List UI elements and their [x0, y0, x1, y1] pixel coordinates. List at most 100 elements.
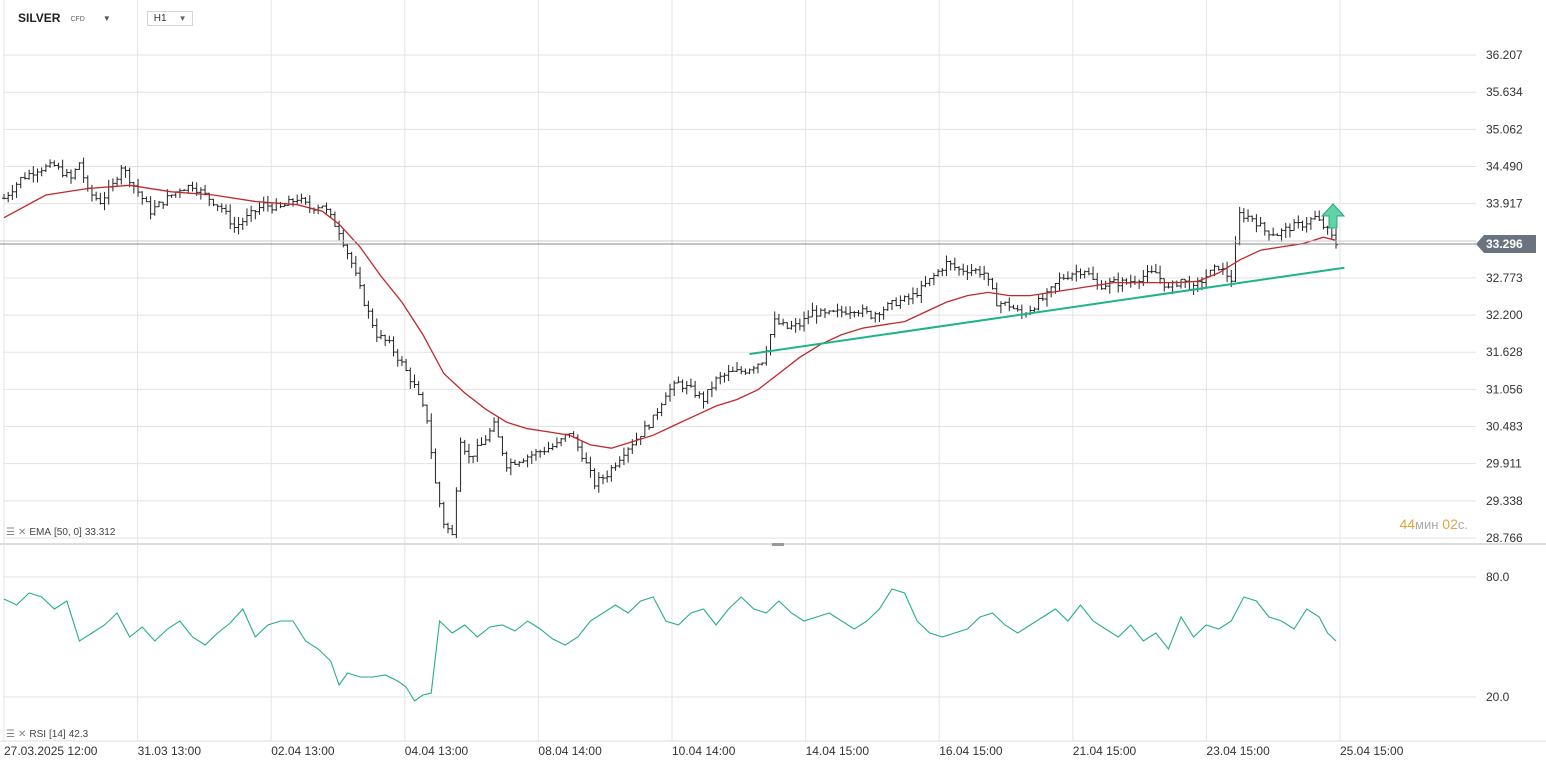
- candle: [890, 299, 894, 310]
- candle: [1124, 278, 1129, 285]
- candle: [722, 372, 727, 383]
- candle: [18, 176, 23, 189]
- candle: [387, 335, 392, 344]
- candle: [642, 420, 647, 437]
- candle: [1107, 277, 1112, 294]
- candle: [864, 305, 869, 314]
- candle: [412, 374, 417, 389]
- candle: [257, 202, 262, 215]
- menu-icon[interactable]: ☰: [6, 729, 15, 740]
- candle: [940, 267, 945, 277]
- candle: [827, 310, 832, 315]
- candle: [324, 202, 329, 214]
- candle: [73, 168, 78, 180]
- candle: [776, 314, 781, 325]
- candle: [10, 184, 15, 200]
- time-axis: 27.03.2025 12:00 31.03 13:00 02.04 13:00 04…: [4, 744, 1404, 758]
- price-tick-label: 36.207: [1486, 48, 1523, 62]
- candle: [647, 424, 652, 430]
- menu-icon[interactable]: ☰: [6, 527, 15, 538]
- candle: [1141, 269, 1146, 286]
- candle: [1250, 215, 1255, 223]
- symbol-name[interactable]: SILVER: [18, 11, 61, 25]
- candle: [1271, 227, 1276, 237]
- candle: [747, 368, 752, 375]
- price-tick-label: 30.483: [1486, 420, 1523, 434]
- candle: [835, 303, 840, 318]
- ema-name: EMA: [29, 527, 52, 538]
- candle: [446, 522, 450, 534]
- candle: [274, 198, 279, 212]
- ema-legend: ☰ ✕ EMA [50, 0] 33.312: [6, 527, 115, 538]
- candle: [14, 182, 19, 198]
- candle: [433, 448, 438, 484]
- candle: [1011, 304, 1016, 310]
- candle: [952, 257, 957, 271]
- candle: [27, 169, 32, 180]
- candle: [651, 414, 656, 429]
- close-icon[interactable]: ✕: [17, 527, 27, 538]
- candle: [1225, 261, 1230, 283]
- candle: [186, 184, 191, 194]
- candle: [358, 266, 363, 289]
- candle: [739, 366, 744, 375]
- candle: [391, 336, 396, 357]
- rsi-tick-label: 20.0: [1486, 690, 1510, 704]
- candle: [437, 481, 442, 508]
- candle: [320, 205, 325, 209]
- candle: [697, 391, 702, 399]
- candle: [140, 191, 145, 205]
- candle: [680, 379, 685, 393]
- candle: [529, 450, 534, 464]
- candle: [1120, 277, 1125, 292]
- candle: [219, 203, 224, 213]
- ema-params: [50, 0]: [54, 527, 82, 538]
- rsi-last: 42.3: [68, 729, 89, 740]
- candle: [885, 301, 890, 311]
- candle: [726, 365, 731, 382]
- candle-timer: 44мин 02с.: [1399, 516, 1468, 532]
- candle: [592, 468, 597, 489]
- candle: [1070, 272, 1075, 281]
- candle: [404, 358, 409, 372]
- candle: [366, 300, 371, 319]
- price-tick-label: 28.766: [1486, 531, 1523, 545]
- candle: [1044, 288, 1049, 307]
- candle: [550, 443, 555, 451]
- candle: [575, 434, 580, 452]
- candle: [94, 191, 99, 201]
- candle: [730, 366, 735, 373]
- rsi-line: [3, 588, 1337, 702]
- timeframe-value: H1: [153, 12, 167, 24]
- candle: [869, 310, 874, 320]
- candle: [525, 454, 530, 468]
- time-tick-label: 27.03.2025 12:00: [4, 744, 98, 758]
- timeframe-select[interactable]: H1 ▼: [146, 10, 194, 26]
- candle: [1158, 265, 1163, 284]
- candle: [169, 194, 174, 198]
- candle: [676, 376, 681, 384]
- candle: [814, 305, 819, 324]
- candle: [35, 168, 40, 183]
- candle: [60, 159, 65, 178]
- close-icon[interactable]: ✕: [17, 729, 27, 740]
- symbol-dropdown-icon[interactable]: ▼: [102, 13, 111, 23]
- candle: [48, 159, 53, 168]
- candle: [43, 163, 48, 172]
- candle: [856, 310, 861, 317]
- candle: [500, 436, 505, 456]
- rsi-legend: ☰ ✕ RSI [14] 42.3: [6, 729, 88, 740]
- candle: [580, 440, 585, 462]
- trendline[interactable]: [749, 266, 1345, 356]
- candle: [362, 284, 367, 307]
- candle: [542, 446, 547, 456]
- candle: [429, 413, 434, 459]
- candle: [450, 524, 455, 536]
- candle: [1003, 301, 1008, 306]
- candle: [843, 306, 848, 316]
- candle: [1086, 267, 1091, 276]
- candle: [802, 311, 807, 332]
- candle: [420, 391, 425, 408]
- candle: [965, 265, 970, 280]
